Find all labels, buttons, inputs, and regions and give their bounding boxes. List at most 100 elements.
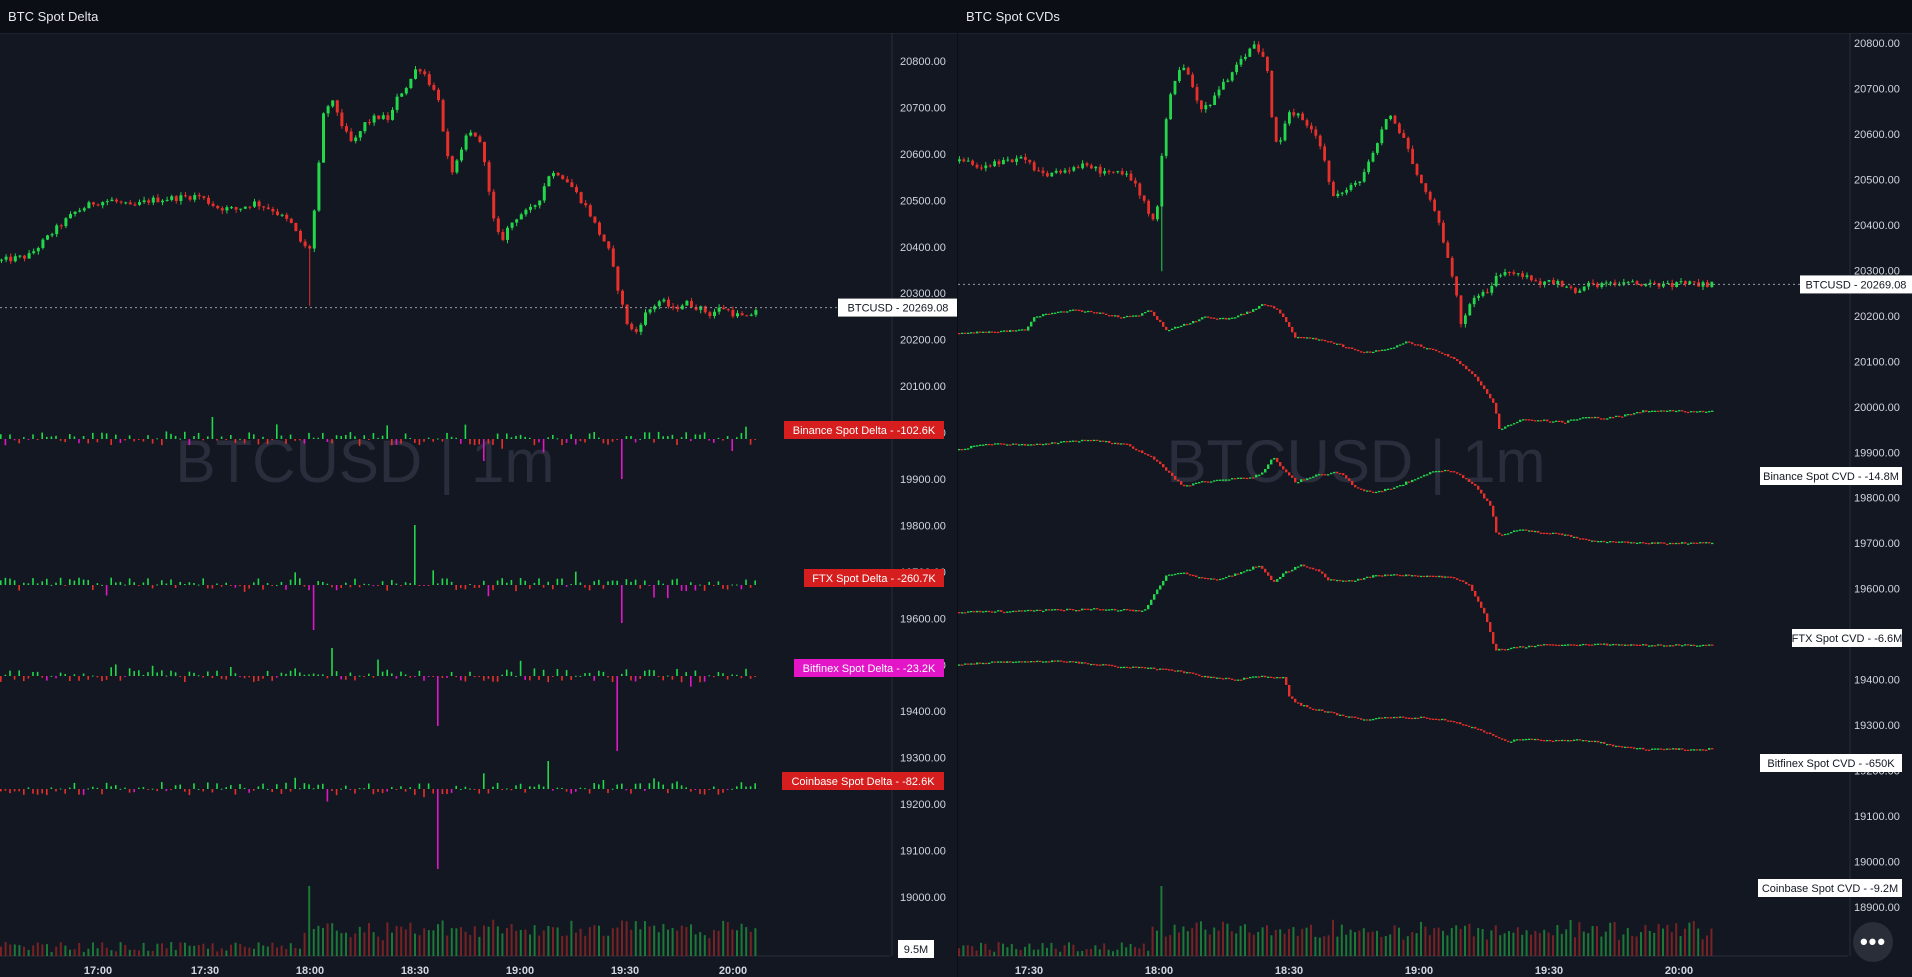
right-price-candle bbox=[1521, 273, 1524, 277]
ftx-cvd-segment bbox=[1003, 443, 1006, 445]
left-volume-bar bbox=[368, 923, 370, 956]
btc-spot-cvds-panel[interactable]: BTC Spot CVDs BTCUSD | 1m 20800.00 20700.0… bbox=[958, 0, 1912, 977]
bitfinex-delta-bar bbox=[50, 675, 53, 677]
coinbase-cvd-segment bbox=[1414, 717, 1417, 719]
binance-delta-bar bbox=[96, 439, 99, 443]
ftx-delta-bar bbox=[395, 583, 398, 585]
binance-cvd-segment bbox=[1108, 315, 1111, 317]
binance-cvd-segment bbox=[1210, 317, 1213, 319]
coinbase-cvd-segment bbox=[1495, 735, 1498, 738]
right-volume-bar bbox=[1618, 939, 1620, 956]
right-volume-bar bbox=[1200, 921, 1202, 956]
coinbase-cvd-segment bbox=[1102, 664, 1105, 666]
bitfinex-delta-bar bbox=[726, 676, 729, 680]
ftx-delta-bar bbox=[680, 585, 683, 591]
binance-cvd-segment bbox=[1132, 315, 1135, 317]
right-volume-bar bbox=[1684, 928, 1686, 956]
left-price-candle bbox=[257, 201, 261, 207]
binance-cvd-segment bbox=[1414, 344, 1417, 346]
left-price-tick: 19900.00 bbox=[900, 474, 946, 486]
right-volume-bar bbox=[1389, 934, 1392, 956]
ftx-delta-bar bbox=[133, 582, 135, 585]
left-chart[interactable]: BTCUSD | 1m20800.0020700.0020600.0020500… bbox=[0, 0, 958, 977]
binance-cvd-segment bbox=[1087, 310, 1090, 313]
right-volume-bar bbox=[1323, 936, 1326, 956]
coinbase-cvd-segment bbox=[1543, 740, 1546, 742]
coinbase-delta-bar bbox=[607, 789, 609, 794]
ftx-delta-bar bbox=[441, 578, 444, 585]
ftx-delta-bar bbox=[101, 584, 103, 586]
right-volume-bar bbox=[1640, 932, 1642, 956]
binance-delta-bar bbox=[36, 439, 39, 440]
btc-spot-delta-panel[interactable]: BTC Spot Delta BTCUSD | 1m 20800.00 20700.… bbox=[0, 0, 958, 977]
right-volume-bar bbox=[1015, 949, 1018, 956]
left-price-candle bbox=[694, 307, 698, 310]
ftx-cvd-segment bbox=[1252, 477, 1255, 479]
right-volume-bar bbox=[1195, 922, 1198, 956]
left-price-candle bbox=[588, 205, 592, 217]
bitfinex-cvd-segment bbox=[1711, 644, 1714, 646]
right-price-candle bbox=[1050, 172, 1054, 177]
coinbase-cvd-segment bbox=[1588, 740, 1591, 743]
bitfinex-delta-bar bbox=[703, 676, 706, 682]
right-cvd-label-bg bbox=[1758, 879, 1902, 897]
right-price-candle bbox=[1261, 51, 1265, 57]
right-volume-bar bbox=[1103, 943, 1106, 956]
bitfinex-cvd-segment bbox=[1324, 573, 1327, 578]
binance-delta-bar bbox=[625, 436, 628, 439]
ftx-delta-bar bbox=[147, 578, 149, 585]
ftx-cvd-segment bbox=[1474, 483, 1477, 486]
right-volume-bar bbox=[1591, 925, 1594, 956]
binance-delta-bar bbox=[115, 434, 117, 439]
binance-cvd-segment bbox=[1273, 306, 1276, 309]
ftx-delta-bar bbox=[280, 581, 283, 585]
ftx-cvd-segment bbox=[1381, 490, 1384, 493]
ftx-delta-bar bbox=[64, 585, 66, 586]
left-volume-bar bbox=[138, 950, 140, 956]
bitfinex-cvd-segment bbox=[1498, 648, 1501, 651]
coinbase-delta-bar bbox=[115, 785, 117, 789]
more-options-button[interactable]: ••• bbox=[1853, 922, 1893, 962]
left-volume-bar bbox=[717, 930, 720, 956]
ftx-cvd-segment bbox=[1288, 472, 1291, 476]
coinbase-cvd-segment bbox=[1633, 747, 1636, 749]
right-volume-bar bbox=[1516, 927, 1519, 956]
bitfinex-cvd-segment bbox=[1264, 568, 1267, 573]
right-price-candle bbox=[1662, 283, 1665, 287]
ftx-delta-bar bbox=[657, 580, 660, 585]
left-price-candle bbox=[115, 199, 118, 202]
binance-cvd-segment bbox=[1219, 317, 1222, 320]
ftx-cvd-segment bbox=[1306, 478, 1309, 481]
bitfinex-cvd-segment bbox=[1612, 643, 1615, 646]
left-price-candle bbox=[611, 248, 615, 267]
right-volume-bar bbox=[1428, 935, 1431, 956]
left-price-candle bbox=[0, 259, 3, 261]
right-price-candle bbox=[1684, 281, 1687, 285]
coinbase-delta-bar bbox=[621, 783, 623, 789]
bitfinex-cvd-segment bbox=[1426, 575, 1429, 578]
bitfinex-cvd-segment bbox=[1576, 644, 1579, 647]
binance-cvd-segment bbox=[1456, 359, 1459, 361]
binance-delta-bar bbox=[460, 439, 462, 444]
bitfinex-delta-bar bbox=[322, 674, 324, 676]
left-price-candle bbox=[23, 255, 26, 259]
left-price-candle bbox=[616, 266, 620, 291]
bitfinex-delta-bar bbox=[179, 676, 181, 678]
ftx-cvd-segment bbox=[1156, 459, 1159, 462]
right-chart[interactable]: BTCUSD | 1m20800.0020700.0020600.0020500… bbox=[958, 0, 1912, 977]
binance-cvd-group bbox=[958, 304, 1714, 430]
coinbase-delta-bar bbox=[331, 789, 333, 792]
left-volume-bar bbox=[119, 942, 122, 956]
right-price-candle bbox=[1274, 117, 1278, 142]
left-price-candle bbox=[519, 214, 523, 220]
ftx-cvd-segment bbox=[1282, 466, 1285, 470]
binance-cvd-segment bbox=[982, 331, 985, 333]
coinbase-delta-bar bbox=[515, 785, 517, 789]
right-volume-bar bbox=[1582, 931, 1585, 956]
binance-cvd-segment bbox=[1066, 311, 1069, 313]
right-price-tick: 20800.00 bbox=[1854, 38, 1900, 50]
coinbase-cvd-segment bbox=[1297, 702, 1300, 704]
bitfinex-delta-bar bbox=[547, 676, 549, 683]
left-volume-bar bbox=[676, 930, 679, 956]
binance-cvd-segment bbox=[1645, 410, 1648, 412]
